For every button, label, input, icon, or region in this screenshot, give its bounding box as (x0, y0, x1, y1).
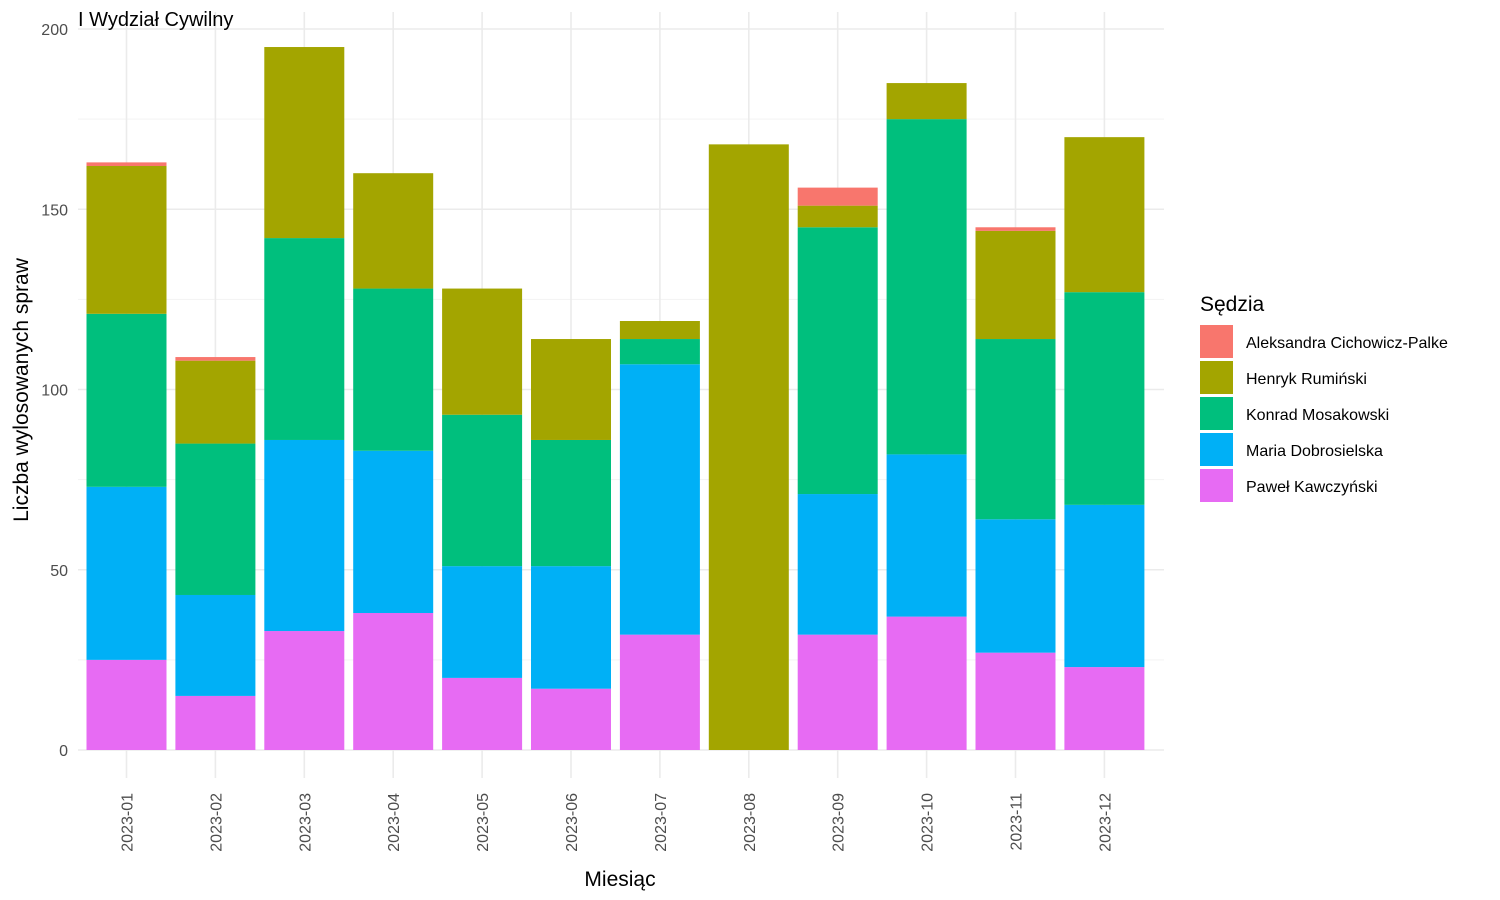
bar-segment (975, 227, 1056, 231)
x-tick-label: 2023-05 (475, 793, 492, 852)
y-axis-ticks: 0 50 100 150 200 (41, 22, 68, 760)
bar-segment (175, 594, 256, 696)
bar-segment (442, 677, 523, 750)
bar-segment (353, 450, 434, 614)
x-axis-ticks: 2023-01 2023-02 2023-03 2023-04 2023-05 2023-… (120, 793, 1115, 852)
legend: Sędzia Aleksandra Cichowicz-Palke Henryk … (1200, 293, 1448, 502)
bar-segment (797, 205, 878, 228)
x-tick-label: 2023-02 (208, 793, 225, 852)
y-tick-label: 100 (41, 383, 68, 400)
bar-segment (797, 187, 878, 206)
bar-segment (442, 288, 523, 415)
chart-title: I Wydział Cywilny (78, 9, 233, 31)
bar-segment (442, 414, 523, 567)
bars-layer (86, 47, 1145, 751)
bar-segment (175, 695, 256, 750)
x-tick-label: 2023-11 (1009, 793, 1026, 851)
bar-segment (175, 357, 256, 361)
bar-segment (353, 288, 434, 451)
x-tick-label: 2023-01 (120, 793, 137, 852)
legend-swatch (1200, 433, 1233, 466)
x-axis-title: Miesiąc (584, 868, 655, 891)
bar-segment (886, 454, 967, 617)
bar-segment (264, 439, 345, 632)
legend-label: Henryk Rumiński (1246, 371, 1367, 388)
bar-segment (619, 321, 700, 340)
bar-segment (619, 339, 700, 365)
bar-segment (797, 227, 878, 495)
legend-label: Paweł Kawczyński (1246, 479, 1378, 496)
x-tick-label: 2023-12 (1097, 793, 1114, 852)
bar-segment (531, 566, 611, 689)
legend-swatch (1200, 397, 1233, 430)
x-tick-label: 2023-06 (564, 793, 581, 852)
bar-segment (264, 238, 345, 440)
bar-segment (86, 486, 167, 660)
y-tick-label: 200 (41, 22, 68, 39)
bar-segment (86, 659, 167, 750)
bar-segment (86, 165, 167, 314)
legend-label: Aleksandra Cichowicz-Palke (1246, 335, 1448, 352)
bar-segment (886, 616, 967, 750)
bar-segment (264, 631, 345, 750)
bar-segment (975, 230, 1056, 340)
bar-segment (86, 162, 167, 166)
bar-segment (1064, 667, 1145, 750)
legend-title: Sędzia (1200, 293, 1265, 316)
bar-segment (797, 634, 878, 750)
x-tick-label: 2023-07 (653, 793, 670, 852)
bar-segment (975, 652, 1056, 750)
bar-segment (1064, 292, 1145, 505)
bar-segment (797, 494, 878, 635)
y-tick-label: 0 (59, 743, 68, 760)
bar-segment (1064, 137, 1145, 293)
legend-swatch (1200, 361, 1233, 394)
bar-segment (175, 443, 256, 595)
x-tick-label: 2023-03 (297, 793, 314, 852)
x-tick-label: 2023-09 (831, 793, 848, 852)
bar-segment (531, 339, 611, 440)
x-tick-label: 2023-04 (386, 793, 403, 852)
bar-segment (708, 144, 789, 751)
y-tick-label: 150 (41, 202, 68, 219)
bar-segment (531, 439, 611, 567)
x-tick-label: 2023-10 (920, 793, 937, 852)
bar-segment (619, 364, 700, 635)
y-tick-label: 50 (50, 563, 68, 580)
bar-segment (975, 339, 1056, 520)
bar-segment (886, 83, 967, 120)
y-axis-title: Liczba wylosowanych spraw (10, 257, 33, 522)
bar-segment (353, 613, 434, 750)
bar-segment (86, 313, 167, 487)
bar-segment (886, 119, 967, 455)
legend-label: Maria Dobrosielska (1246, 443, 1383, 460)
bar-segment (353, 173, 434, 289)
bar-segment (264, 47, 345, 239)
bar-segment (442, 566, 523, 678)
x-tick-label: 2023-08 (742, 793, 759, 852)
bar-segment (531, 688, 611, 750)
bar-segment (1064, 504, 1145, 668)
legend-swatch (1200, 469, 1233, 502)
legend-label: Konrad Mosakowski (1246, 407, 1389, 424)
bar-segment (975, 519, 1056, 653)
legend-swatch (1200, 325, 1233, 358)
bar-segment (619, 634, 700, 750)
bar-segment (175, 360, 256, 444)
